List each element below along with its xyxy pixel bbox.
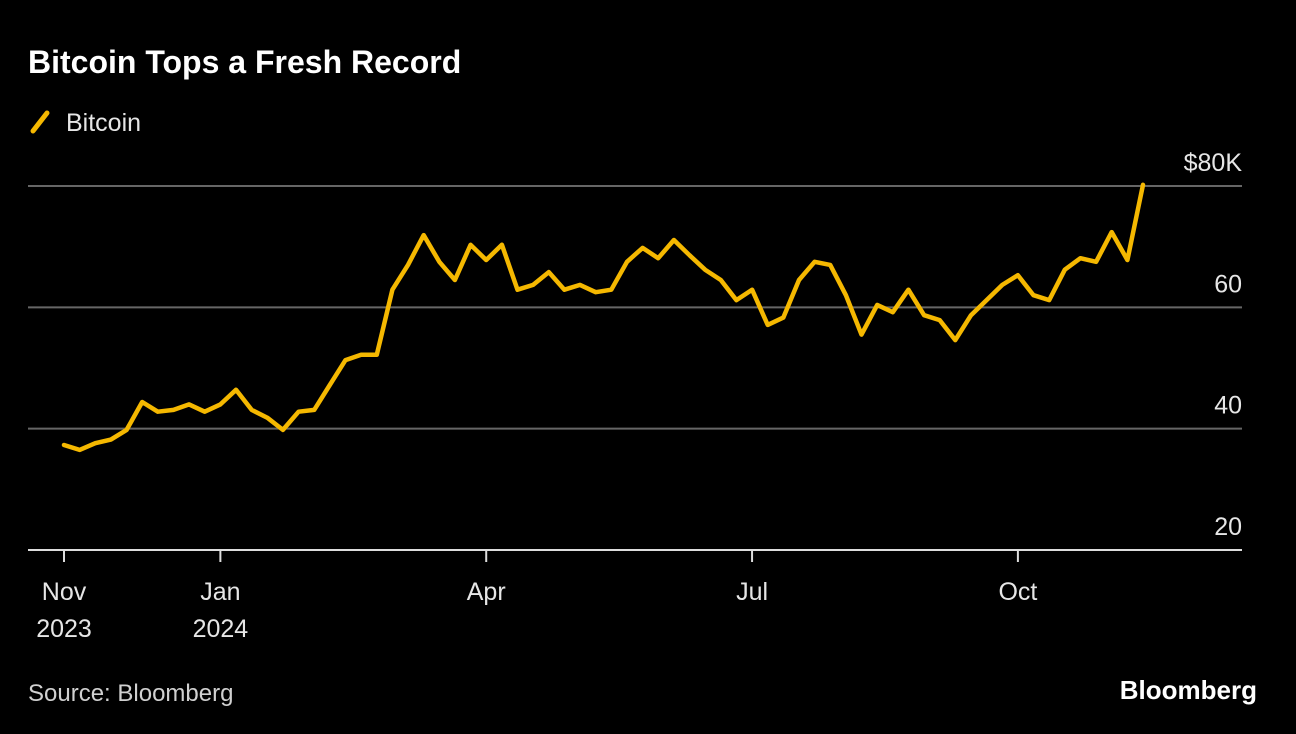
source: Source: Bloomberg: [28, 680, 233, 707]
x-tick-label: Jul: [736, 578, 769, 606]
line: [61, 182, 1146, 453]
legend-swatch: [30, 110, 50, 134]
legend-label: Bitcoin: [66, 109, 141, 137]
y-tick-label: 60: [1214, 270, 1242, 298]
x-tick-label: Oct: [998, 578, 1038, 606]
y-tick-label: 40: [1214, 392, 1242, 420]
x-tick-label: Nov 2023: [36, 578, 92, 643]
y-tick-label: $80K: [1184, 149, 1243, 177]
x-tick-label: Jan 2024: [192, 578, 249, 643]
x-tick-label: Apr: [466, 578, 506, 606]
chart-title: Bitcoin Tops a Fresh Record: [28, 44, 461, 80]
y-tick-label: 20: [1214, 513, 1242, 541]
brand: Bloomberg: [1120, 675, 1257, 705]
